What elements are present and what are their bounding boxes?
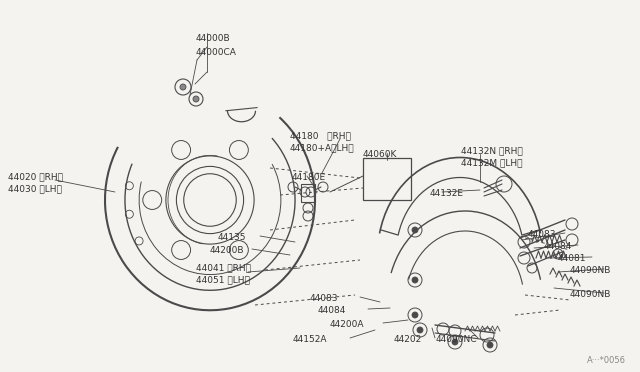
Text: 44084: 44084 [544, 242, 572, 251]
Text: 44135: 44135 [218, 233, 246, 242]
Text: 44200A: 44200A [330, 320, 365, 329]
Circle shape [452, 339, 458, 345]
Text: 44000B: 44000B [196, 34, 230, 43]
Circle shape [180, 84, 186, 90]
Text: 44152A: 44152A [293, 335, 328, 344]
Text: 44180+A〈LH〉: 44180+A〈LH〉 [290, 143, 355, 152]
Text: 44202: 44202 [394, 335, 422, 344]
Text: 44030 〈LH〉: 44030 〈LH〉 [8, 184, 62, 193]
Text: 44081: 44081 [558, 254, 586, 263]
Text: 44132M 〈LH〉: 44132M 〈LH〉 [461, 158, 522, 167]
Text: 44090NB: 44090NB [570, 290, 611, 299]
Text: 44132N 〈RH〉: 44132N 〈RH〉 [461, 146, 523, 155]
Text: A···*0056: A···*0056 [587, 356, 626, 365]
Circle shape [417, 327, 423, 333]
Text: 44084: 44084 [318, 306, 346, 315]
Text: 44020 〈RH〉: 44020 〈RH〉 [8, 172, 63, 181]
Circle shape [412, 277, 418, 283]
Circle shape [412, 312, 418, 318]
Text: 44132E: 44132E [430, 189, 464, 198]
Text: 44060K: 44060K [363, 150, 397, 159]
Text: 44083: 44083 [528, 230, 557, 239]
Text: 44051 〈LH〉: 44051 〈LH〉 [196, 275, 250, 284]
Text: 44200B: 44200B [210, 246, 244, 255]
Text: 44090NB: 44090NB [570, 266, 611, 275]
Text: 44180E: 44180E [292, 173, 326, 182]
Text: 44180   〈RH〉: 44180 〈RH〉 [290, 131, 351, 140]
Text: 44000CA: 44000CA [196, 48, 237, 57]
Text: 44083: 44083 [310, 294, 339, 303]
Circle shape [412, 227, 418, 233]
Circle shape [487, 342, 493, 348]
Text: 44090NC: 44090NC [436, 335, 477, 344]
Text: 44041 〈RH〉: 44041 〈RH〉 [196, 263, 251, 272]
Circle shape [193, 96, 199, 102]
